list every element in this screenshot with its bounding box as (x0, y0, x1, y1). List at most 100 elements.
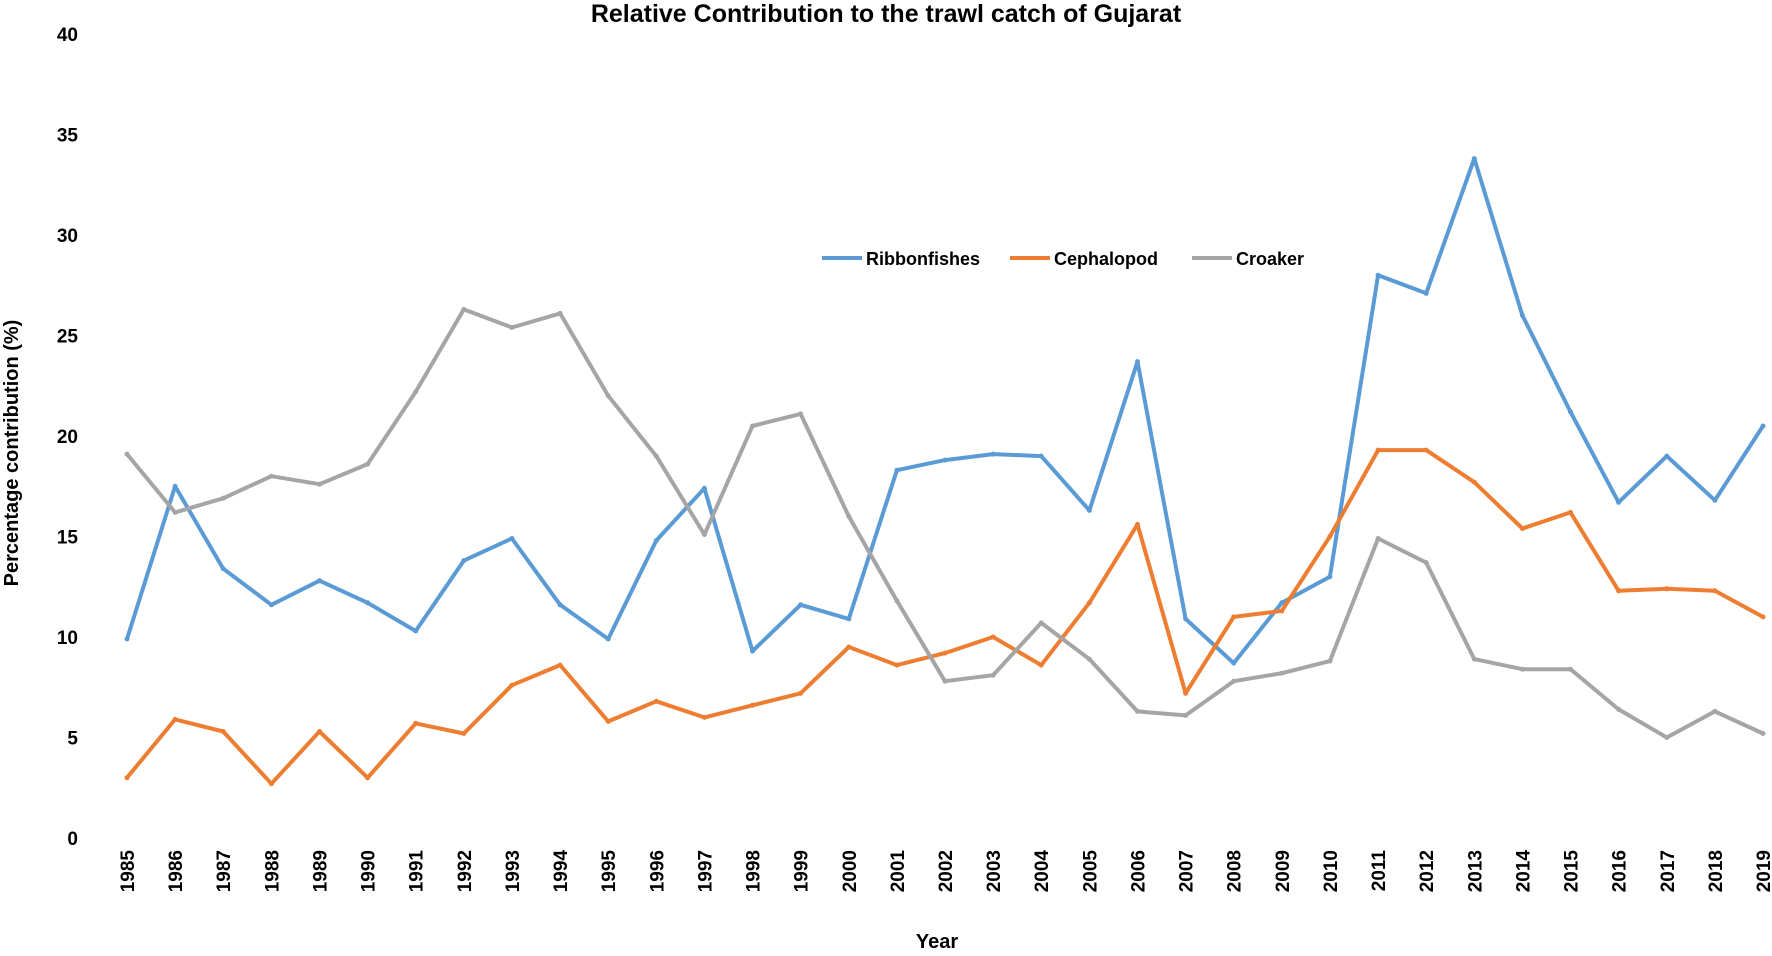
data-point (1086, 656, 1092, 662)
data-point (1760, 731, 1766, 736)
x-axis-ticks: 1985 1986 1987 1988 1989 1990 1991 1992 1993 1994… (118, 850, 1772, 893)
data-point (1038, 662, 1044, 668)
data-point (1375, 447, 1381, 453)
x-tick-label: 1995 (599, 850, 620, 893)
x-tick-label: 2006 (1128, 850, 1149, 892)
x-tick-label: 1999 (792, 850, 813, 892)
data-point (750, 702, 755, 708)
data-point (220, 495, 226, 501)
data-point (1038, 620, 1044, 626)
legend-item: Ribbonfishes (822, 249, 980, 269)
data-point (798, 602, 804, 608)
legend-label: Ribbonfishes (866, 249, 980, 269)
x-tick-label: 2009 (1273, 850, 1294, 892)
data-point (172, 483, 178, 489)
legend: Ribbonfishes Cephalopod Croaker (822, 249, 1304, 269)
x-tick-label: 2004 (1032, 850, 1053, 893)
data-point (846, 513, 852, 519)
data-point (1231, 678, 1237, 684)
y-axis-label: Percentage contribution (%) (1, 320, 23, 587)
data-point (1231, 660, 1237, 666)
data-point (268, 781, 274, 787)
data-point (1568, 509, 1573, 515)
data-point (557, 602, 563, 608)
data-point (605, 393, 611, 399)
data-point (942, 457, 948, 463)
data-point (990, 672, 996, 678)
x-tick-label: 1998 (744, 850, 765, 892)
data-point (365, 600, 371, 606)
legend-item: Croaker (1192, 249, 1304, 269)
series-line-ribbonfishes (125, 156, 1765, 666)
data-point (701, 714, 707, 720)
x-axis-label: Year (916, 931, 958, 953)
data-point (317, 578, 322, 584)
data-point (317, 481, 322, 487)
data-point (894, 598, 900, 604)
x-tick-label: 1987 (214, 850, 235, 892)
data-point (413, 720, 419, 726)
data-point (124, 636, 130, 642)
data-point (605, 718, 611, 724)
data-point (653, 453, 659, 459)
data-point (942, 678, 948, 684)
data-point (1471, 156, 1477, 162)
legend-item: Cephalopod (1010, 249, 1158, 269)
data-point (1183, 712, 1189, 718)
data-point (461, 306, 467, 312)
data-point (653, 538, 659, 543)
chart-title: Relative Contribution to the trawl catch… (591, 0, 1182, 28)
data-point (413, 628, 419, 634)
data-point (1568, 666, 1573, 672)
data-point (1279, 600, 1285, 606)
data-point (1327, 574, 1333, 580)
x-tick-label: 2013 (1465, 850, 1486, 892)
data-point (1664, 586, 1670, 592)
data-point (798, 411, 804, 417)
data-point (1616, 588, 1622, 594)
data-point (990, 451, 996, 457)
series-cephalopod (124, 447, 1766, 787)
data-point (1519, 526, 1525, 531)
data-point (172, 716, 178, 722)
data-point (942, 650, 948, 656)
series-ribbonfishes (124, 156, 1766, 666)
x-tick-label: 2002 (936, 850, 957, 892)
data-point (701, 532, 707, 537)
data-point (653, 698, 659, 704)
x-tick-label: 1997 (695, 850, 716, 892)
data-point (461, 558, 467, 564)
x-tick-label: 1988 (262, 850, 283, 892)
data-point (1279, 670, 1285, 676)
data-point (1375, 536, 1381, 541)
data-point (172, 509, 178, 515)
data-point (1183, 616, 1189, 622)
y-tick-label: 10 (57, 628, 78, 649)
data-point (1423, 560, 1429, 566)
x-tick-label: 1989 (310, 850, 331, 892)
data-point (509, 682, 515, 688)
x-tick-label: 2019 (1754, 850, 1772, 892)
data-point (1616, 499, 1622, 505)
data-point (798, 690, 804, 696)
x-tick-label: 2001 (888, 850, 909, 893)
data-point (701, 485, 707, 491)
x-tick-label: 2014 (1513, 850, 1534, 893)
data-point (605, 636, 611, 642)
data-point (509, 325, 515, 330)
data-point (317, 729, 322, 734)
data-point (1519, 312, 1525, 318)
data-point (1135, 708, 1140, 714)
y-tick-label: 0 (67, 829, 78, 850)
data-point (1135, 521, 1140, 527)
series-line-cephalopod (125, 448, 1765, 786)
x-tick-label: 1996 (647, 850, 668, 892)
data-point (894, 467, 900, 473)
data-point (1183, 690, 1189, 696)
data-point (846, 616, 852, 622)
data-point (1375, 272, 1381, 278)
data-point (750, 648, 755, 654)
y-axis-ticks: 0 5 10 15 20 25 30 35 40 (57, 25, 79, 850)
data-point (1712, 708, 1718, 714)
